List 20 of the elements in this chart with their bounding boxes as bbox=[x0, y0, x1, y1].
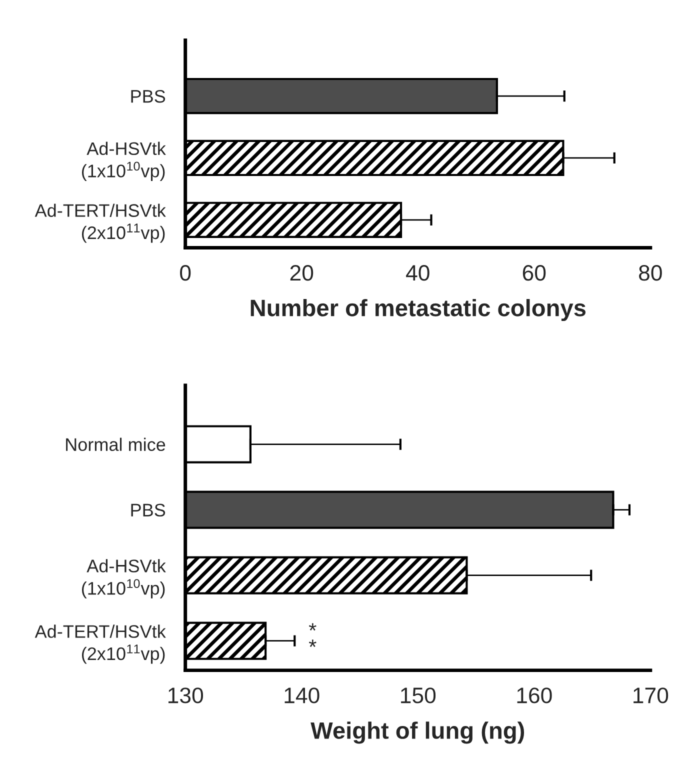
y-tick-label: PBS bbox=[131, 504, 166, 517]
x-tick-label: 150 bbox=[401, 688, 436, 704]
x-tick-label: 60 bbox=[522, 265, 546, 281]
x-tick-label: 20 bbox=[290, 265, 314, 281]
x-tick-label: 140 bbox=[284, 688, 320, 704]
x-tick-label: 80 bbox=[639, 265, 662, 281]
x-tick-label: 160 bbox=[517, 688, 552, 704]
y-tick-label: Ad-HSVtk (1x10$^{10}$vp) bbox=[82, 559, 166, 598]
y-tick-label: PBS bbox=[131, 90, 166, 103]
x-axis-title: Number of metastatic colonys bbox=[250, 299, 586, 322]
x-axis-title: Weight of lung (ng) bbox=[310, 722, 524, 744]
annotation: * * bbox=[308, 623, 316, 647]
y-tick-label: Ad-HSVtk (1x10$^{10}$vp) bbox=[82, 142, 166, 181]
y-tick-label: Ad-TERT/HSVtk (2x10$^{11}$vp) bbox=[34, 624, 166, 664]
x-tick-label: 0 bbox=[180, 265, 191, 281]
y-tick-label: Ad-TERT/HSVtk (2x10$^{11}$vp) bbox=[34, 204, 166, 243]
y-tick-label: Normal mice bbox=[66, 438, 166, 452]
x-tick-label: 130 bbox=[168, 688, 204, 704]
x-tick-label: 40 bbox=[406, 265, 430, 281]
x-tick-label: 170 bbox=[634, 688, 668, 704]
